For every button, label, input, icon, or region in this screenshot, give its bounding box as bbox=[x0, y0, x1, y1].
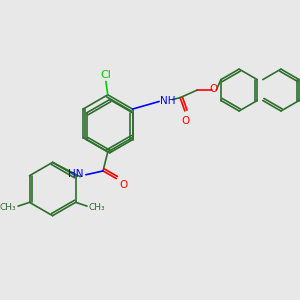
Text: CH₃: CH₃ bbox=[89, 202, 106, 211]
Text: HN: HN bbox=[68, 169, 84, 179]
Text: NH: NH bbox=[160, 95, 176, 106]
Text: O: O bbox=[119, 181, 128, 190]
Text: CH₃: CH₃ bbox=[0, 202, 16, 211]
Text: Cl: Cl bbox=[100, 70, 111, 80]
Text: O: O bbox=[209, 84, 217, 94]
Text: O: O bbox=[182, 116, 190, 126]
